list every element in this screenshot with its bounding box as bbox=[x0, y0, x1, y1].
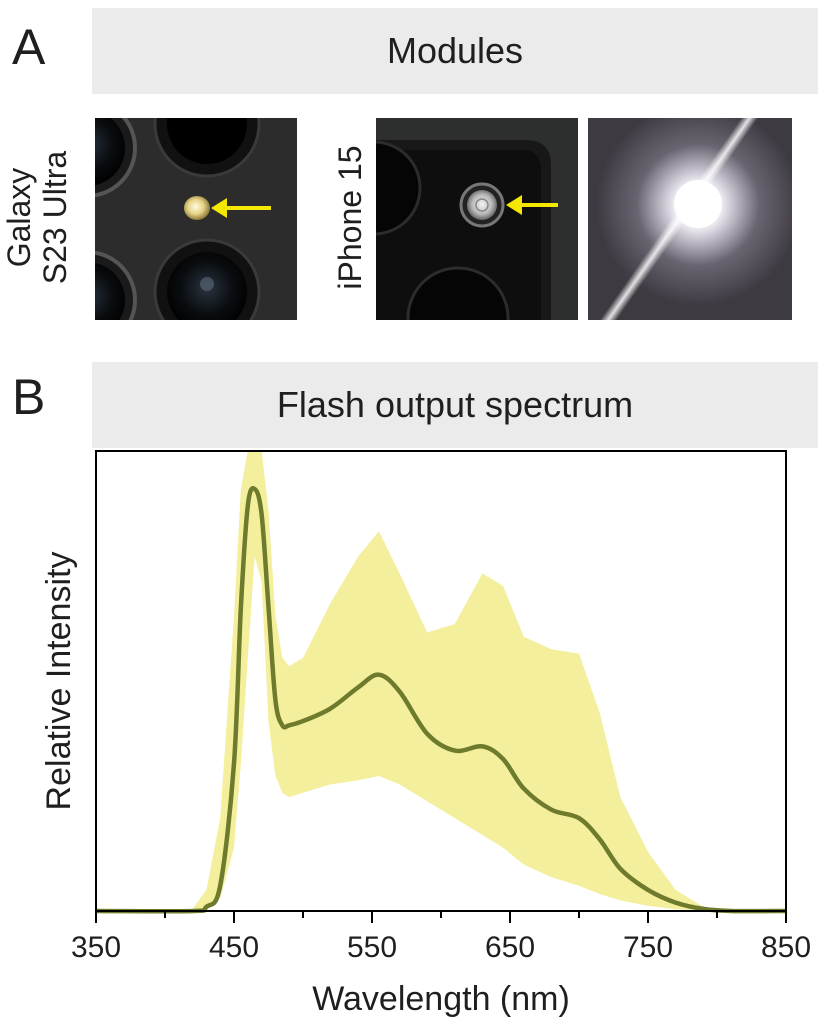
modules-title-bar: Modules bbox=[92, 8, 818, 94]
galaxy-label-line1: Galaxy bbox=[1, 167, 37, 268]
x-tick-label-350: 350 bbox=[71, 931, 121, 964]
y-axis-label: Relative Intensity bbox=[40, 552, 78, 811]
x-tick-label-650: 650 bbox=[485, 931, 535, 964]
panel-letter-b: B bbox=[12, 369, 46, 425]
spectrum-title-bar: Flash output spectrum bbox=[92, 362, 818, 448]
galaxy-module-photo bbox=[95, 118, 297, 320]
error-band bbox=[96, 451, 786, 911]
iphone-module-photo bbox=[376, 118, 578, 320]
modules-title: Modules bbox=[386, 30, 524, 71]
mean-spectrum-line-0 bbox=[95, 486, 787, 914]
x-tick-label-450: 450 bbox=[209, 931, 259, 964]
x-tick-label-750: 750 bbox=[623, 931, 673, 964]
x-axis-label: Wavelength (nm) bbox=[312, 980, 570, 1018]
iphone-flash-on-photo bbox=[588, 118, 792, 320]
plot-frame bbox=[95, 450, 787, 912]
x-tick-label-550: 550 bbox=[347, 931, 397, 964]
tick-layer: 350 450 550 650 750 850 bbox=[71, 911, 811, 964]
x-tick-label-850: 850 bbox=[761, 931, 811, 964]
spectrum-title: Flash output spectrum bbox=[276, 384, 634, 425]
panel-letter-a: A bbox=[12, 19, 46, 75]
galaxy-label-line2: S23 Ultra bbox=[36, 150, 73, 285]
plot-layer bbox=[95, 451, 787, 914]
iphone-label: iPhone 15 bbox=[332, 145, 368, 290]
galaxy-label: Galaxy S23 Ultra bbox=[1, 115, 74, 320]
